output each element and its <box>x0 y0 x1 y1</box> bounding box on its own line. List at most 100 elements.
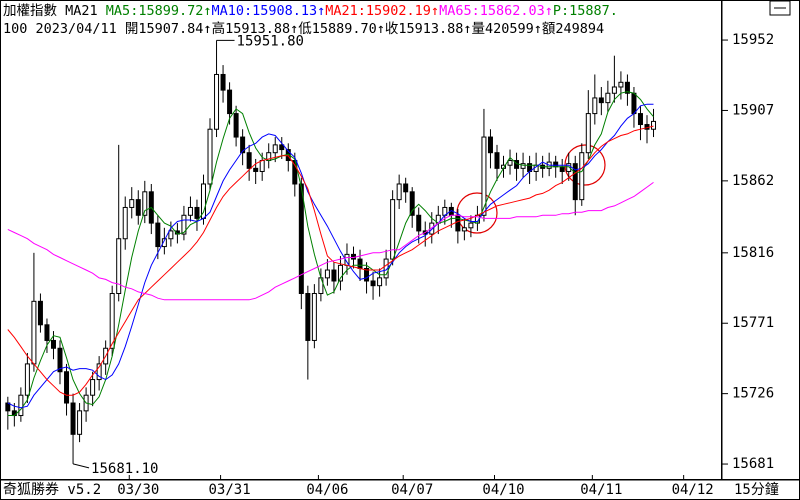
candle-body <box>572 163 578 201</box>
candle-body <box>181 214 187 235</box>
candle-body <box>618 81 624 88</box>
candle-body <box>109 293 115 349</box>
x-tick-label: 04/10 <box>482 482 524 498</box>
x-tick-label: 04/11 <box>580 482 622 498</box>
legend-name: MA65 <box>439 3 472 19</box>
candle-body <box>377 277 383 287</box>
candle-body <box>357 258 363 269</box>
software-label: 奇狐勝券 v5.2 <box>3 481 101 498</box>
axis-frame <box>721 0 800 480</box>
candle-body <box>494 152 500 169</box>
header: 加權指數 MA21 MA5:15899.72↑MA10:15908.13↑MA2… <box>3 2 721 38</box>
x-tick-label: 04/12 <box>672 482 714 498</box>
candle-body <box>396 183 402 201</box>
candle-body <box>461 227 467 232</box>
candle-body <box>324 269 330 279</box>
candle-body <box>481 136 487 216</box>
candle-body <box>57 347 63 373</box>
title: 加權指數 <box>3 3 57 19</box>
candle-body <box>168 230 174 240</box>
legend-reading: :15862.03↑ <box>471 3 553 19</box>
ma-line <box>7 103 654 409</box>
candle-body <box>579 152 585 201</box>
candle-body <box>161 238 167 248</box>
candle-body <box>227 89 233 115</box>
candle-body <box>611 86 617 94</box>
x-tick-label: 04/07 <box>391 482 433 498</box>
candle-body <box>370 280 376 287</box>
candle-body <box>50 339 56 349</box>
candle-body <box>305 293 311 341</box>
candle-body <box>337 264 343 282</box>
candle-body <box>585 113 591 154</box>
candle-body <box>559 166 565 172</box>
candle-body <box>18 394 24 417</box>
candle-body <box>200 183 206 219</box>
max-label: 15951.80 <box>237 33 304 49</box>
candle-body <box>37 300 43 326</box>
candle-body <box>637 113 643 126</box>
candle-body <box>311 293 317 341</box>
candle-body <box>31 300 37 365</box>
header-line-2: 100 2023/04/11 開15907.84↑高15913.88↑低1588… <box>3 21 605 37</box>
y-tick-label: 15907 <box>732 102 774 118</box>
candle-body <box>553 161 559 168</box>
x-tick-label: 03/30 <box>117 482 159 498</box>
candle-body <box>207 128 213 185</box>
header-line-1: 加權指數 MA21 MA5:15899.72↑MA10:15908.13↑MA2… <box>3 2 721 20</box>
candle-body <box>220 73 226 91</box>
candle-body <box>64 371 70 404</box>
candle-body <box>631 92 637 115</box>
candle-body <box>390 199 396 260</box>
ma-line <box>7 181 654 301</box>
indicator: MA21 <box>65 3 98 19</box>
candle-body <box>116 238 122 295</box>
candle-body <box>598 97 604 104</box>
candle-body <box>187 206 193 216</box>
candle-body <box>383 258 389 279</box>
candle-body <box>566 163 572 172</box>
candle-body <box>279 144 285 151</box>
candle-body <box>70 402 76 435</box>
candle-body <box>403 183 409 193</box>
y-tick-label: 15862 <box>732 173 774 189</box>
candle-body <box>364 267 370 282</box>
candle-body <box>331 269 337 282</box>
candle-body <box>194 206 200 219</box>
y-tick-label: 15952 <box>732 32 774 48</box>
legend-reading: :15899.72↑ <box>130 3 212 19</box>
candle-body <box>122 206 128 240</box>
candle-body <box>259 160 265 172</box>
plot-frame <box>0 0 722 480</box>
candle-body <box>520 163 526 169</box>
ma-line <box>7 91 654 416</box>
legend-reading: :15902.19↑ <box>357 3 440 19</box>
x-tick-label: 04/06 <box>306 482 348 498</box>
ma-line <box>7 125 654 396</box>
candle-body <box>624 81 630 94</box>
candle-body <box>24 363 30 396</box>
candle-body <box>142 191 148 216</box>
min-leader <box>72 463 90 469</box>
candle-body <box>214 73 220 130</box>
candle-body <box>605 92 611 104</box>
candle-body <box>135 199 141 216</box>
candle-body <box>409 191 415 216</box>
candle-body <box>416 214 422 232</box>
legend-name: MA10 <box>211 3 244 19</box>
candle-body <box>233 113 239 138</box>
candle-body <box>507 160 513 166</box>
y-tick-label: 15726 <box>732 386 774 402</box>
legend-reading: :15908.13↑ <box>243 3 326 19</box>
candle-body <box>592 97 598 115</box>
candle-body <box>487 136 493 154</box>
candle-body <box>468 222 474 229</box>
candle-body <box>272 144 278 154</box>
candle-body <box>77 410 83 435</box>
period-label: 15分鐘 <box>734 481 779 498</box>
legend-name: MA21 <box>325 3 358 19</box>
candle-body <box>96 363 102 381</box>
min-label: 15681.10 <box>91 461 158 477</box>
